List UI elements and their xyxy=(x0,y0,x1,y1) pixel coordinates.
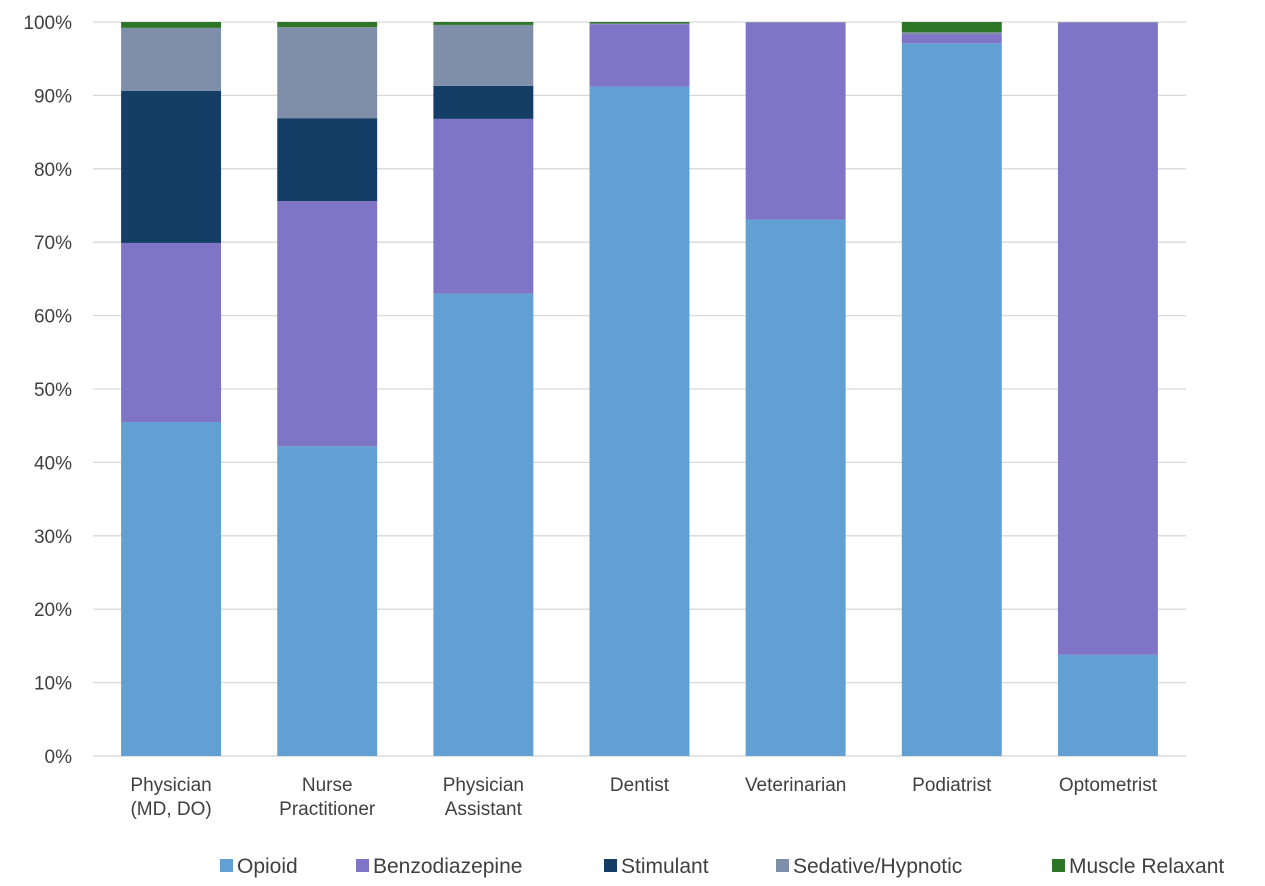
bar-segment xyxy=(745,22,846,220)
legend-swatch xyxy=(776,859,789,872)
legend-swatch xyxy=(1052,859,1065,872)
y-tick-label: 90% xyxy=(34,86,72,107)
bar-stack xyxy=(901,22,1002,756)
bar-segment xyxy=(745,22,846,23)
legend-swatch xyxy=(356,859,369,872)
legend-item: Opioid xyxy=(220,855,298,878)
x-tick-label: Dentist xyxy=(610,775,670,796)
bar-segment xyxy=(1057,22,1158,655)
bar-segment xyxy=(1057,22,1158,23)
y-tick-label: 70% xyxy=(34,233,72,254)
legend-label: Benzodiazepine xyxy=(373,855,522,878)
y-axis-tick-labels: 0% 10% 20% 30% 40% 50% 60% 70% 80% 90% 100% xyxy=(23,13,72,768)
bar-segment xyxy=(121,90,222,243)
bar-segment xyxy=(901,32,1002,35)
bar-segment xyxy=(901,43,1002,756)
y-tick-label: 80% xyxy=(34,160,72,181)
x-tick-label: Assistant xyxy=(445,799,523,820)
bar-segment xyxy=(745,219,846,757)
bar-stack xyxy=(745,22,846,757)
x-tick-label: Podiatrist xyxy=(912,775,992,796)
bar-segment xyxy=(277,118,378,202)
bar-stack xyxy=(433,22,534,756)
y-tick-label: 40% xyxy=(34,453,72,474)
legend-label: Stimulant xyxy=(621,855,709,878)
bar-segment xyxy=(433,118,534,294)
legend: Opioid Benzodiazepine Stimulant Sedative/Hy… xyxy=(220,855,1224,878)
x-tick-label: Veterinarian xyxy=(745,775,846,796)
x-tick-label: Practitioner xyxy=(279,799,376,820)
bar-segment xyxy=(433,85,534,119)
legend-label: Sedative/Hypnotic xyxy=(793,855,962,878)
y-tick-label: 60% xyxy=(34,307,72,328)
y-tick-label: 50% xyxy=(34,380,72,401)
y-tick-label: 20% xyxy=(34,600,72,621)
legend-swatch xyxy=(220,859,233,872)
bar-segment xyxy=(121,422,222,756)
x-tick-label: Physician xyxy=(130,775,211,796)
bar-segment xyxy=(121,22,222,28)
legend-item: Stimulant xyxy=(604,855,709,878)
x-axis-tick-labels: Physician (MD, DO) Nurse Practitioner Physic… xyxy=(130,775,1157,820)
x-tick-label: Optometrist xyxy=(1059,775,1158,796)
bar-segment xyxy=(433,293,534,756)
y-tick-label: 0% xyxy=(45,747,73,768)
legend-item: Muscle Relaxant xyxy=(1052,855,1224,878)
bar-stack xyxy=(1057,22,1158,756)
bar-segment xyxy=(589,86,690,757)
legend-item: Benzodiazepine xyxy=(356,855,522,878)
y-tick-label: 100% xyxy=(23,13,72,34)
legend-swatch xyxy=(604,859,617,872)
bar-stack xyxy=(589,22,690,757)
bar-segment xyxy=(277,201,378,447)
x-tick-label: Physician xyxy=(443,775,524,796)
y-tick-label: 30% xyxy=(34,527,72,548)
bar-segment xyxy=(277,27,378,119)
bar-segment xyxy=(589,23,690,25)
legend-item: Sedative/Hypnotic xyxy=(776,855,962,878)
bar-segment xyxy=(433,24,534,86)
legend-label: Opioid xyxy=(237,855,298,878)
bar-segment xyxy=(589,22,690,24)
y-tick-label: 10% xyxy=(34,674,72,695)
bar-segment xyxy=(1057,654,1158,756)
bar-segment xyxy=(433,22,534,25)
bar-segment xyxy=(901,34,1002,44)
legend-label: Muscle Relaxant xyxy=(1069,855,1224,878)
bar-segment xyxy=(277,22,378,28)
bar-segment xyxy=(277,446,378,756)
bar-stack xyxy=(121,22,222,756)
bars xyxy=(121,22,1158,757)
x-tick-label: (MD, DO) xyxy=(130,799,211,820)
bar-stack xyxy=(277,22,378,756)
bar-segment xyxy=(901,22,1002,33)
x-tick-label: Nurse xyxy=(302,775,353,796)
bar-segment xyxy=(121,242,222,423)
bar-segment xyxy=(589,24,690,87)
bar-segment xyxy=(121,27,222,91)
